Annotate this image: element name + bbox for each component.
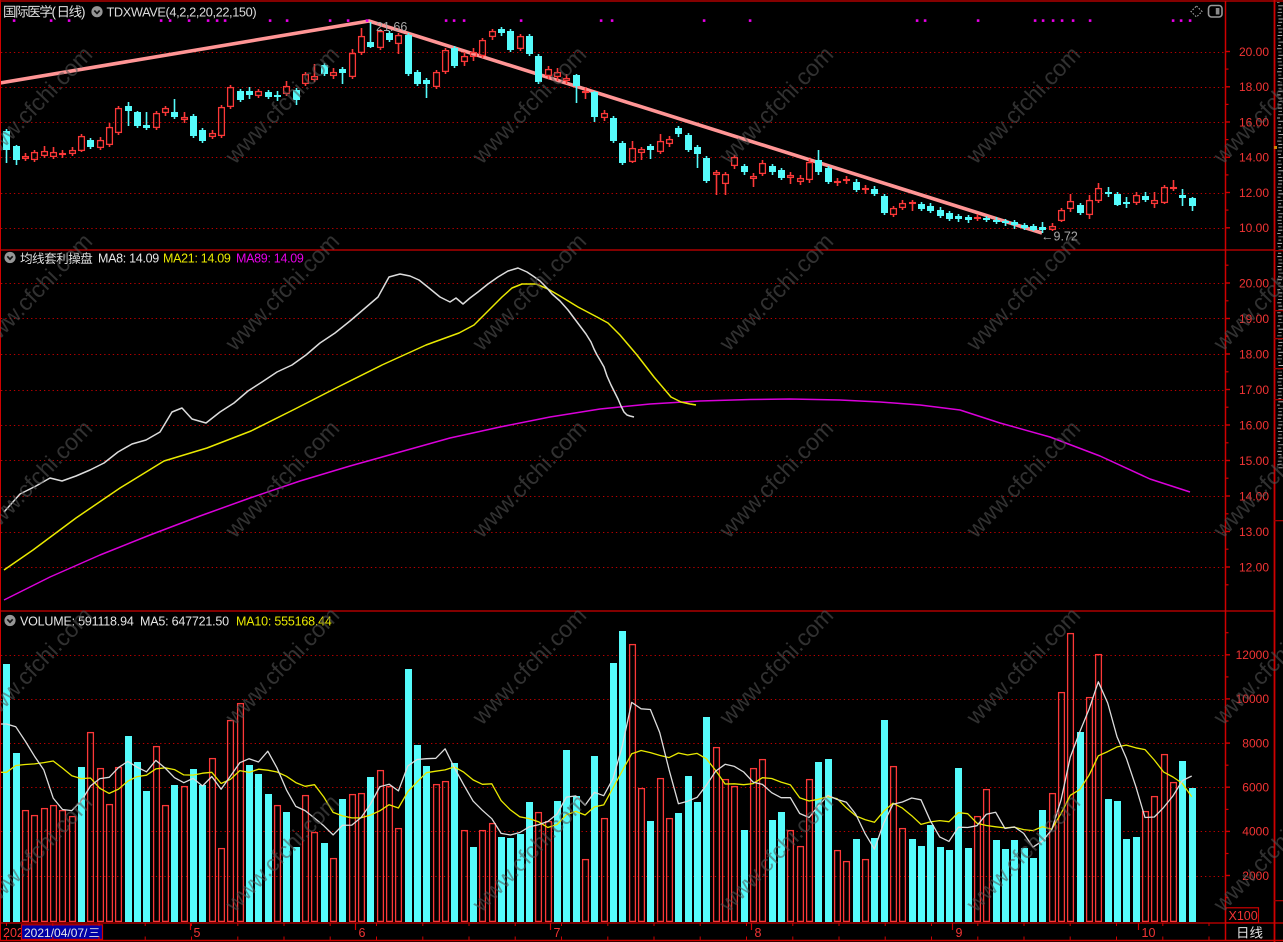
svg-text:13.00: 13.00 — [1239, 525, 1269, 539]
svg-text:10.00: 10.00 — [1239, 221, 1269, 235]
svg-text:18.00: 18.00 — [1239, 80, 1269, 94]
svg-text:9: 9 — [956, 926, 963, 940]
svg-text:2000: 2000 — [1242, 869, 1269, 883]
svg-text:←9.72: ←9.72 — [1041, 230, 1078, 244]
svg-text:20.00: 20.00 — [1239, 45, 1269, 59]
svg-text:18.00: 18.00 — [1239, 347, 1269, 361]
svg-text:5: 5 — [194, 926, 201, 940]
svg-text:10: 10 — [1142, 926, 1156, 940]
svg-text:4000: 4000 — [1242, 825, 1269, 839]
svg-text:14.00: 14.00 — [1239, 151, 1269, 165]
svg-text:15.00: 15.00 — [1239, 454, 1269, 468]
svg-text:12000: 12000 — [1236, 648, 1270, 662]
svg-text:8000: 8000 — [1242, 736, 1269, 750]
svg-text:8: 8 — [755, 926, 762, 940]
svg-text:7: 7 — [554, 926, 561, 940]
svg-text:(: ( — [52, 5, 57, 20]
svg-text:MA89: 14.09: MA89: 14.09 — [236, 252, 304, 266]
svg-text:17.00: 17.00 — [1239, 383, 1269, 397]
svg-text:MA5: 647721.50: MA5: 647721.50 — [140, 615, 229, 629]
svg-text:20.00: 20.00 — [1239, 276, 1269, 290]
svg-text:16.00: 16.00 — [1239, 115, 1269, 129]
svg-text:10000: 10000 — [1236, 692, 1270, 706]
svg-text:MA8: 14.09: MA8: 14.09 — [98, 252, 159, 266]
svg-text:6: 6 — [359, 926, 366, 940]
svg-text:MA10: 555168.44: MA10: 555168.44 — [236, 615, 332, 629]
svg-text:21.66: 21.66 — [376, 20, 407, 34]
svg-text:): ) — [81, 5, 86, 20]
svg-text:2021/04/07/: 2021/04/07/ — [24, 926, 88, 940]
svg-text:MA21: 14.09: MA21: 14.09 — [163, 252, 231, 266]
svg-text:X100: X100 — [1229, 909, 1258, 923]
svg-text:16.00: 16.00 — [1239, 418, 1269, 432]
svg-text:12.00: 12.00 — [1239, 186, 1269, 200]
svg-text:TDXWAVE(4,2,2,20,22,150): TDXWAVE(4,2,2,20,22,150) — [107, 5, 257, 20]
svg-text:19.00: 19.00 — [1239, 312, 1269, 326]
svg-text:14.00: 14.00 — [1239, 489, 1269, 503]
svg-text:VOLUME: 591118.94: VOLUME: 591118.94 — [20, 615, 134, 629]
svg-text:6000: 6000 — [1242, 781, 1269, 795]
svg-text:12.00: 12.00 — [1239, 560, 1269, 574]
